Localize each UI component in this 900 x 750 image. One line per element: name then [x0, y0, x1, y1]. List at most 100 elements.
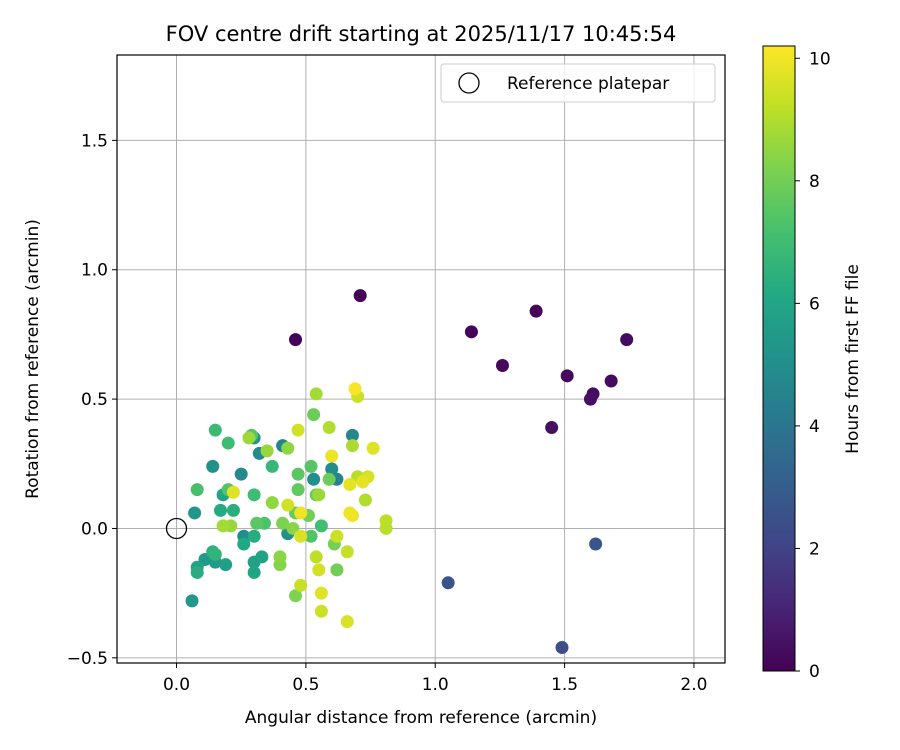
data-point — [340, 615, 354, 629]
data-point — [213, 503, 227, 517]
y-tick-label: 1.0 — [81, 261, 108, 281]
data-point — [620, 333, 634, 347]
colorbar: 0 2 4 6 8 10 Hours from first FF file — [762, 45, 863, 682]
y-tick-label: 1.5 — [81, 131, 108, 151]
data-point — [226, 485, 240, 499]
colorbar-tick-label: 0 — [809, 662, 820, 682]
data-point — [330, 529, 344, 543]
data-point — [312, 563, 326, 577]
x-tick-label: 1.5 — [551, 675, 578, 695]
data-point — [242, 431, 256, 445]
data-point — [190, 565, 204, 579]
data-point — [221, 436, 235, 450]
legend-reference-marker — [458, 72, 480, 94]
colorbar-label: Hours from first FF file — [843, 264, 863, 454]
data-point — [314, 519, 328, 533]
legend-box — [440, 63, 716, 103]
data-point — [294, 529, 308, 543]
data-point — [314, 604, 328, 618]
data-point — [345, 428, 359, 442]
data-point — [307, 408, 321, 422]
data-point — [314, 586, 328, 600]
chart-title: FOV centre drift starting at 2025/11/17 … — [166, 22, 677, 46]
data-point — [260, 444, 274, 458]
y-axis-label: Rotation from reference (arcmin) — [23, 219, 43, 499]
data-point — [560, 369, 574, 383]
data-point — [464, 325, 478, 339]
x-axis-label: Angular distance from reference (arcmin) — [245, 708, 597, 728]
data-point — [234, 467, 248, 481]
data-point — [273, 550, 287, 564]
x-tick-label: 2.0 — [680, 675, 707, 695]
data-point — [589, 537, 603, 551]
data-point — [366, 441, 380, 455]
data-point — [185, 594, 199, 608]
legend: Reference platepar — [440, 63, 716, 103]
data-point — [281, 498, 295, 512]
data-point — [216, 519, 230, 533]
colorbar-tick-label: 10 — [809, 49, 831, 69]
data-point — [495, 358, 509, 372]
x-tick-label: 0.5 — [292, 675, 319, 695]
data-point — [322, 472, 336, 486]
data-point — [529, 304, 543, 318]
data-point — [555, 640, 569, 654]
data-point — [294, 506, 308, 520]
data-point — [353, 289, 367, 303]
data-point — [441, 576, 455, 590]
reference-point — [165, 517, 188, 540]
data-point — [208, 423, 222, 437]
data-point — [281, 441, 295, 455]
data-point — [345, 509, 359, 523]
data-point — [291, 483, 305, 497]
data-point — [237, 537, 251, 551]
data-point — [604, 374, 618, 388]
data-point — [265, 496, 279, 510]
data-point — [188, 506, 202, 520]
legend-reference-label: Reference platepar — [507, 74, 669, 94]
data-point — [545, 421, 559, 435]
data-point — [247, 488, 261, 502]
data-point — [294, 578, 308, 592]
colorbar-tick-label: 6 — [809, 294, 820, 314]
data-point — [206, 459, 220, 473]
colorbar-ticks: 0 2 4 6 8 10 — [795, 49, 831, 682]
data-point — [307, 472, 321, 486]
data-point — [255, 550, 269, 564]
data-point — [325, 462, 339, 476]
data-point — [340, 545, 354, 559]
data-point — [304, 529, 318, 543]
data-point — [190, 483, 204, 497]
data-point — [208, 547, 222, 561]
data-point — [309, 550, 323, 564]
data-point — [276, 516, 290, 530]
y-tick-label: 0.0 — [81, 519, 108, 539]
data-point — [583, 392, 597, 406]
data-point — [250, 516, 264, 530]
x-tick-label: 1.0 — [422, 675, 449, 695]
data-point — [226, 503, 240, 517]
data-point — [247, 529, 261, 543]
data-point — [312, 488, 326, 502]
plot-area — [117, 55, 725, 663]
data-point — [325, 449, 339, 463]
data-point — [343, 477, 357, 491]
data-point — [348, 382, 362, 396]
data-point — [304, 459, 318, 473]
data-point — [322, 421, 336, 435]
data-point — [356, 475, 370, 489]
data-point — [247, 565, 261, 579]
data-point — [219, 558, 233, 572]
y-axis-ticks: −0.5 0.0 0.5 1.0 1.5 — [67, 131, 117, 669]
axes-frame — [116, 54, 726, 664]
colorbar-tick-label: 8 — [809, 172, 820, 192]
data-point — [309, 387, 323, 401]
data-point — [289, 333, 303, 347]
y-tick-label: −0.5 — [67, 649, 108, 669]
data-point — [379, 521, 393, 535]
data-point — [291, 423, 305, 437]
data-point — [358, 493, 372, 507]
colorbar-gradient — [762, 45, 796, 672]
scatter-points — [185, 289, 634, 654]
